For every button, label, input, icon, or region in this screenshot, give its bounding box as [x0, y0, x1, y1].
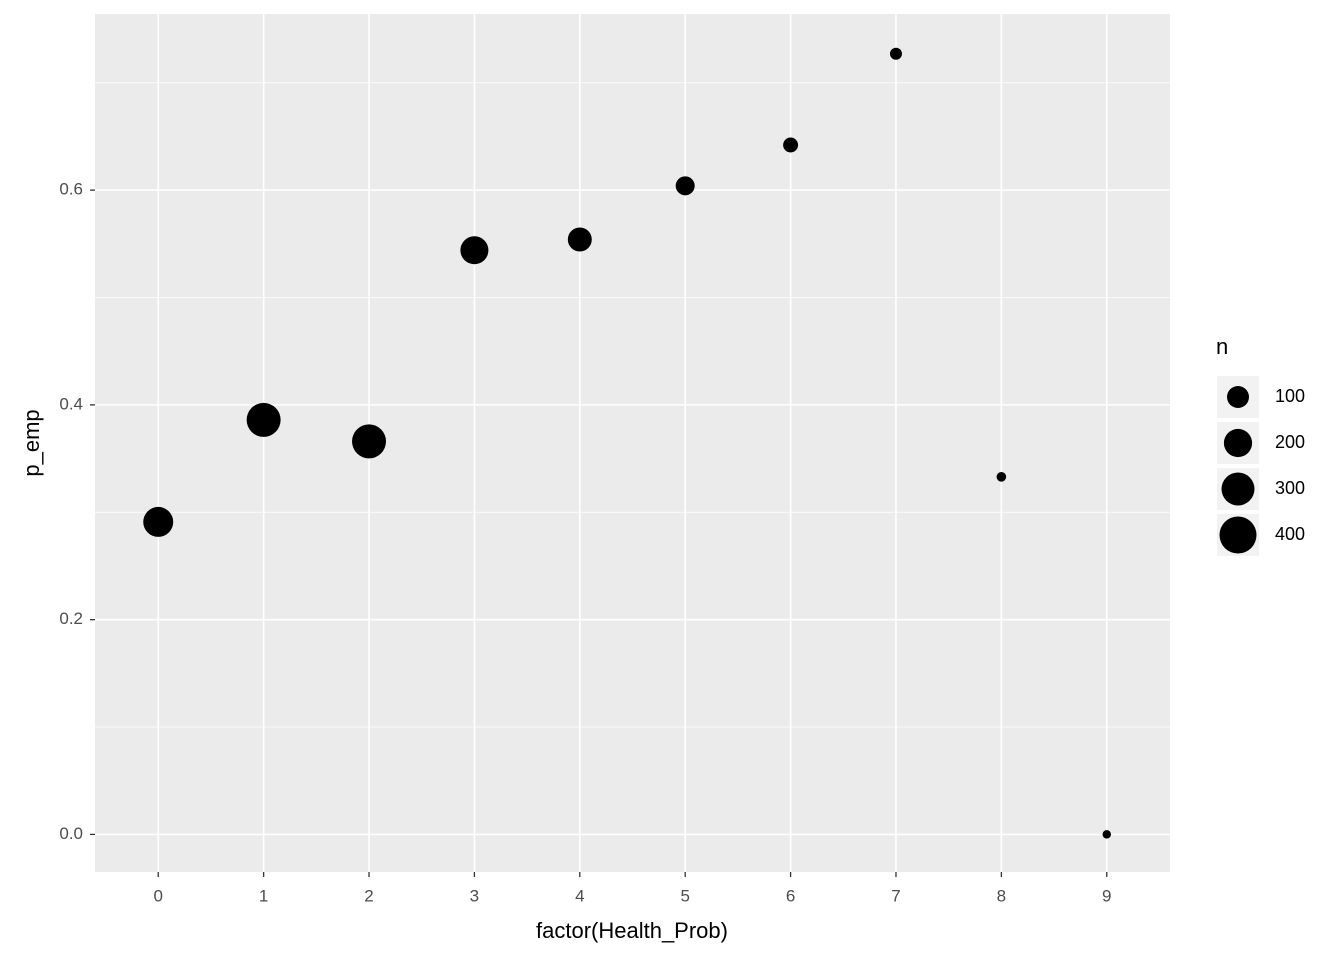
x-tick-label: 3 [470, 886, 479, 905]
x-tick-label: 4 [575, 886, 584, 905]
point [783, 137, 799, 153]
point [352, 424, 387, 459]
legend-label: 400 [1275, 524, 1305, 544]
point [996, 472, 1007, 482]
x-tick-label: 5 [680, 886, 689, 905]
y-tick-label: 0.4 [59, 394, 83, 413]
grid [95, 14, 1170, 872]
y-tick-label: 0.6 [59, 180, 83, 199]
legend-point [1227, 386, 1249, 408]
point [460, 236, 489, 265]
x-tick-label: 6 [786, 886, 795, 905]
y-tick-label: 0.2 [59, 609, 83, 628]
y-tick-label: 0.0 [59, 824, 83, 843]
x-tick-label: 7 [891, 886, 900, 905]
legend-point [1219, 516, 1257, 554]
x-tick-label: 8 [997, 886, 1006, 905]
point [889, 47, 902, 60]
x-tick-label: 9 [1102, 886, 1111, 905]
marks [143, 47, 1112, 839]
legend-title: n [1216, 334, 1228, 359]
legend-label: 300 [1275, 478, 1305, 498]
panel [95, 14, 1170, 872]
point [1102, 830, 1112, 839]
x-tick-label: 1 [259, 886, 268, 905]
point [675, 176, 695, 196]
legend-point [1223, 428, 1253, 458]
point [246, 402, 281, 437]
x-tick-label: 2 [364, 886, 373, 905]
x-tick-label: 0 [154, 886, 163, 905]
point [143, 506, 174, 537]
legend-point [1221, 472, 1255, 506]
legend-label: 100 [1275, 386, 1305, 406]
legend-label: 200 [1275, 432, 1305, 452]
point [567, 227, 592, 252]
y-axis-title: p_emp [19, 409, 44, 476]
x-axis-title: factor(Health_Prob) [536, 918, 728, 943]
